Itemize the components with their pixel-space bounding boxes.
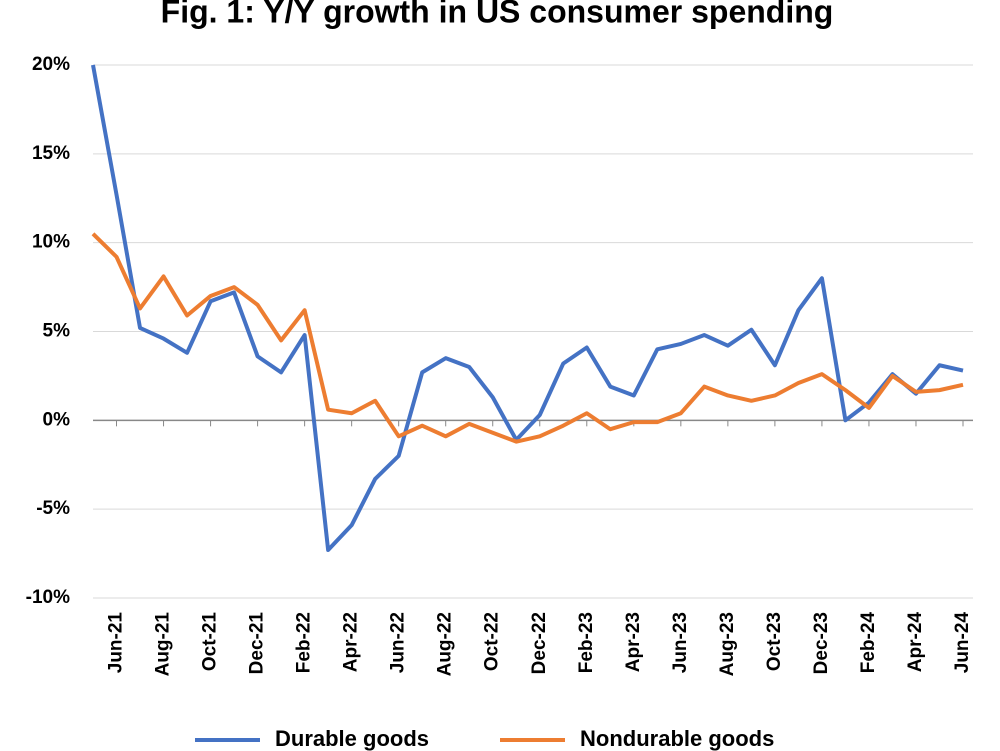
y-tick-label: -5% bbox=[36, 498, 70, 519]
y-tick-label: 20% bbox=[32, 54, 70, 75]
chart-title: Fig. 1: Y/Y growth in US consumer spendi… bbox=[161, 0, 834, 29]
x-tick-label: Feb-23 bbox=[576, 612, 597, 673]
x-tick-label: Oct-22 bbox=[482, 612, 503, 671]
x-tick-label: Oct-21 bbox=[200, 612, 221, 672]
y-tick-label: 5% bbox=[43, 321, 71, 342]
x-tick-label: Dec-22 bbox=[529, 612, 550, 674]
x-tick-label: Feb-24 bbox=[858, 612, 879, 674]
series-line bbox=[91, 232, 964, 444]
x-tick-label: Jun-22 bbox=[388, 612, 409, 673]
x-tick-label: Dec-23 bbox=[811, 612, 832, 674]
x-tick-label: Apr-24 bbox=[905, 612, 926, 673]
legend-label: Nondurable goods bbox=[580, 726, 774, 751]
x-tick-label: Apr-23 bbox=[623, 612, 644, 672]
y-tick-label: 10% bbox=[32, 232, 70, 253]
x-tick-label: Oct-23 bbox=[764, 612, 785, 671]
x-tick-label: Dec-21 bbox=[247, 612, 268, 675]
series-line bbox=[91, 64, 964, 553]
legend-label: Durable goods bbox=[275, 726, 429, 751]
x-tick-label: Aug-22 bbox=[435, 612, 456, 676]
x-tick-label: Aug-21 bbox=[153, 612, 174, 677]
x-tick-label: Jun-24 bbox=[952, 612, 973, 674]
y-tick-label: 0% bbox=[43, 409, 71, 430]
x-tick-label: Apr-22 bbox=[341, 612, 362, 672]
x-tick-label: Jun-23 bbox=[670, 612, 691, 673]
x-tick-label: Feb-22 bbox=[294, 612, 315, 673]
y-tick-label: 15% bbox=[32, 143, 70, 164]
x-tick-label: Aug-23 bbox=[717, 612, 738, 676]
x-tick-label: Jun-21 bbox=[106, 612, 127, 674]
y-tick-label: -10% bbox=[26, 587, 70, 608]
